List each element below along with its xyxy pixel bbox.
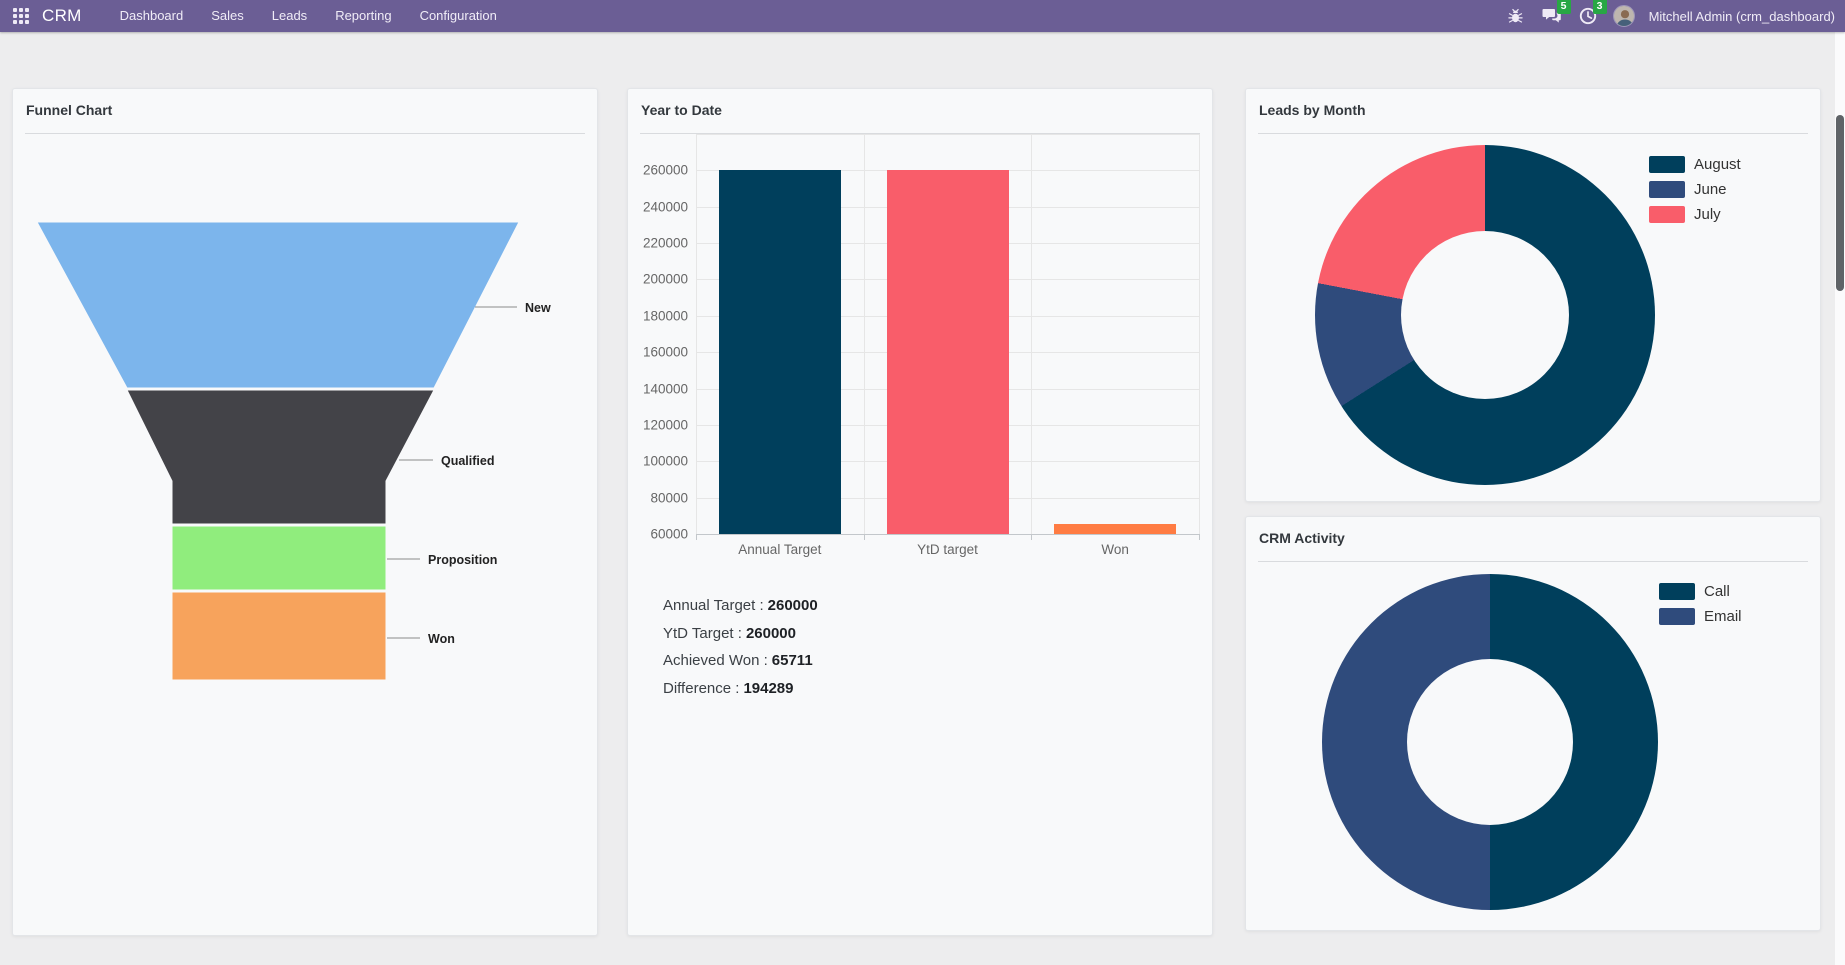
bar-ytd-target[interactable] [886,170,1009,534]
messages-count-badge: 5 [1556,0,1571,14]
y-axis-tick-label: 100000 [642,453,688,469]
apps-menu-icon[interactable] [13,8,29,24]
menu-item-reporting[interactable]: Reporting [335,8,392,23]
crm-activity-legend: Call Email [1659,583,1742,625]
y-axis-tick-label: 220000 [642,235,688,251]
legend-swatch [1659,608,1695,625]
summary-annual-target: Annual Target :260000 [663,597,818,614]
main-menu: Dashboard Sales Leads Reporting Configur… [106,0,511,32]
funnel-stage-label: Qualified [441,454,494,468]
x-axis-tick [696,534,697,540]
y-axis-tick-label: 240000 [642,199,688,215]
legend-swatch [1649,206,1685,223]
x-axis-category-label: Won [1101,542,1129,557]
vertical-scrollbar-track[interactable] [1835,32,1845,965]
menu-item-configuration[interactable]: Configuration [419,8,497,23]
ytd-summary: Annual Target :260000 YtD Target :260000… [663,592,818,702]
x-axis-category-label: YtD target [917,542,978,557]
funnel-stage-label: Won [428,632,455,646]
card-title: Year to Date [641,102,722,118]
summary-achieved-won: Achieved Won :65711 [663,652,813,669]
legend-item-july[interactable]: July [1649,206,1741,223]
card-title-divider [640,133,1200,134]
card-title: CRM Activity [1259,530,1345,546]
card-title-divider [25,133,585,134]
legend-swatch [1649,156,1685,173]
leads-by-month-legend: August June July [1649,156,1741,223]
x-gridline [1031,134,1033,534]
x-gridline [863,134,865,534]
legend-swatch [1649,181,1685,198]
funnel-stage-qualified[interactable] [126,389,435,525]
x-axis-tick [1031,534,1033,540]
y-gridline [696,134,1199,135]
menu-item-dashboard[interactable]: Dashboard [119,8,184,23]
summary-ytd-target: YtD Target :260000 [663,624,796,642]
menu-item-leads[interactable]: Leads [271,8,308,23]
summary-difference: Difference :194289 [663,679,794,697]
card-title-divider [1258,561,1808,562]
vertical-scrollbar-thumb[interactable] [1836,115,1844,291]
donut-hole [1401,231,1569,399]
donut-hole [1407,659,1573,825]
x-axis-tick [863,534,865,540]
debug-bug-icon[interactable] [1505,5,1527,27]
activities-clock-icon[interactable]: 3 [1577,0,1607,27]
x-axis-tick [1199,534,1200,540]
messages-icon[interactable]: 5 [1541,0,1571,27]
funnel-stage-label: New [525,301,551,315]
funnel-chart-card: Funnel Chart New Qualified Proposition W… [12,88,598,936]
legend-item-august[interactable]: August [1649,156,1741,173]
bar-won[interactable] [1054,523,1177,534]
card-title: Leads by Month [1259,102,1366,118]
card-title: Funnel Chart [26,102,113,118]
app-name[interactable]: CRM [42,6,82,25]
y-axis-tick-label: 60000 [650,526,688,542]
navbar-right-section: 5 3 Mitchell Admin (crm_dashboard) [1505,0,1845,27]
x-gridline [1199,134,1200,534]
top-navbar: CRM Dashboard Sales Leads Reporting Conf… [0,0,1845,32]
leads-by-month-card: Leads by Month August June July [1245,88,1821,502]
funnel-stage-won[interactable] [171,591,387,681]
funnel-stage-label: Proposition [428,553,497,567]
y-axis-tick-label: 120000 [642,417,688,433]
crm-activity-card: CRM Activity Call Email [1245,516,1821,931]
x-axis-line [696,534,1199,535]
y-axis-tick-label: 180000 [642,308,688,324]
user-menu[interactable]: Mitchell Admin (crm_dashboard) [1648,8,1835,24]
crm-activity-donut-chart[interactable] [1322,574,1658,910]
y-axis-tick-label: 160000 [642,344,688,360]
bar-annual-target[interactable] [718,170,841,534]
funnel-stage-new[interactable] [36,221,520,389]
y-axis-tick-label: 260000 [642,162,688,178]
y-axis-tick-label: 200000 [642,271,688,287]
ytd-bar-chart: 60000 80000 100000 120000 140000 160000 180000… [628,89,1212,935]
x-axis-category-label: Annual Target [738,542,822,557]
year-to-date-card: Year to Date 60000 80000 100000 120000 14000… [627,88,1213,936]
menu-item-sales[interactable]: Sales [211,8,244,23]
legend-swatch [1659,583,1695,600]
legend-item-june[interactable]: June [1649,181,1741,198]
activities-count-badge: 3 [1592,0,1607,14]
funnel-stage-proposition[interactable] [171,525,387,591]
card-title-divider [1258,133,1808,134]
y-axis-tick-label: 140000 [642,381,688,397]
x-gridline [696,134,697,534]
legend-item-call[interactable]: Call [1659,583,1742,600]
user-avatar[interactable] [1612,5,1635,27]
y-axis-tick-label: 80000 [650,490,688,506]
leads-by-month-donut-chart[interactable] [1315,145,1655,485]
funnel-chart: New Qualified Proposition Won [36,221,551,681]
legend-item-email[interactable]: Email [1659,608,1742,625]
